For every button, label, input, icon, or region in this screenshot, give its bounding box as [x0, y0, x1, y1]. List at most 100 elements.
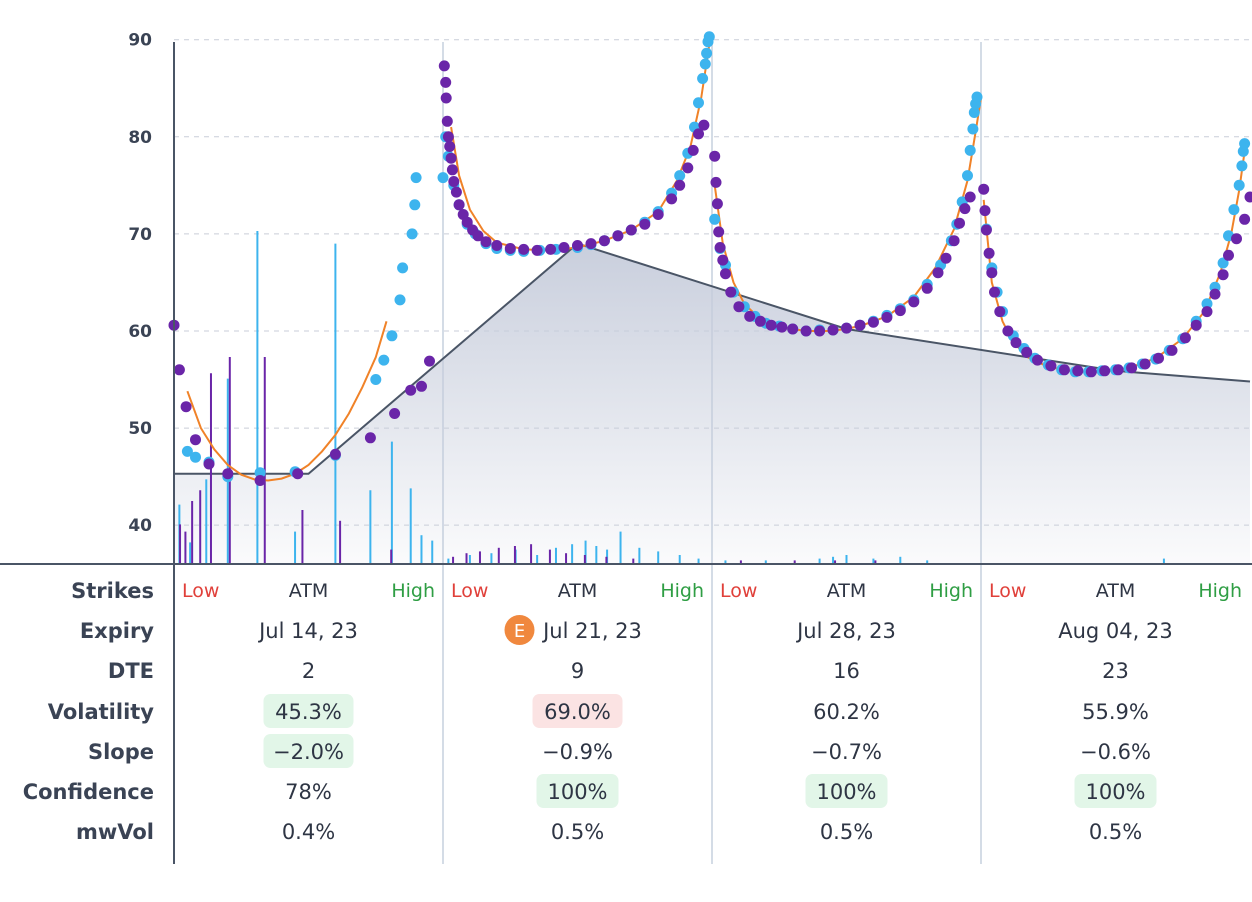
put-iv-point	[814, 325, 826, 337]
put-iv-point	[776, 321, 788, 333]
put-iv-point	[329, 448, 341, 460]
put-iv-point	[908, 296, 920, 308]
call-iv-point	[967, 123, 979, 135]
call-iv-point	[1201, 298, 1213, 310]
put-iv-point	[1201, 306, 1213, 318]
put-iv-point	[1085, 366, 1097, 378]
strike-high-label: High	[1198, 580, 1242, 602]
put-iv-point	[986, 267, 998, 279]
put-iv-point	[1231, 233, 1242, 245]
put-iv-point	[994, 306, 1006, 318]
put-iv-point	[1223, 249, 1234, 261]
put-iv-point	[800, 325, 812, 337]
strike-low-label: Low	[182, 580, 219, 602]
put-iv-point	[1072, 365, 1084, 377]
mwvol-value: 0.5%	[820, 820, 873, 844]
row-label-mwvol: mwVol	[76, 820, 154, 844]
put-iv-point	[1002, 325, 1014, 337]
iv-fit-curve	[982, 151, 1246, 373]
mwvol-value: 0.5%	[1089, 820, 1142, 844]
term-structure-area	[174, 243, 1250, 564]
put-iv-point	[744, 310, 756, 322]
row-label-slope: Slope	[88, 740, 154, 764]
put-iv-point	[666, 193, 678, 205]
slope-value: −0.9%	[542, 740, 613, 764]
strike-low-label: Low	[720, 580, 757, 602]
put-iv-point	[180, 401, 192, 413]
put-iv-point	[639, 218, 651, 230]
call-iv-point	[1239, 138, 1251, 150]
put-iv-point	[983, 247, 995, 259]
put-iv-point	[1045, 360, 1057, 372]
put-iv-point	[424, 355, 435, 367]
put-iv-point	[445, 152, 457, 164]
put-iv-point	[841, 322, 852, 334]
strike-atm-label: ATM	[289, 580, 329, 602]
dte-value: 16	[833, 659, 860, 683]
put-iv-point	[1179, 332, 1191, 344]
earnings-badge-letter: E	[514, 621, 525, 642]
call-iv-point	[709, 213, 721, 225]
call-iv-point	[437, 172, 449, 184]
call-iv-point	[674, 170, 686, 182]
call-iv-point	[699, 58, 711, 70]
put-iv-point	[1153, 352, 1164, 364]
put-iv-point	[978, 183, 990, 195]
y-tick-label: 40	[128, 516, 152, 536]
put-iv-point	[453, 199, 465, 211]
put-iv-point	[1190, 319, 1202, 331]
call-iv-point	[971, 91, 983, 103]
put-iv-point	[1112, 364, 1124, 376]
call-iv-point	[701, 47, 713, 59]
put-iv-point	[652, 209, 664, 220]
call-iv-point	[697, 73, 709, 84]
call-iv-point	[406, 228, 418, 240]
call-iv-point	[968, 107, 980, 118]
put-iv-point	[940, 252, 952, 264]
term-structure-line	[174, 242, 1251, 475]
y-tick-label: 90	[128, 31, 152, 51]
expiry-date: Jul 28, 23	[795, 619, 896, 643]
dte-value: 23	[1102, 659, 1129, 683]
strike-low-label: Low	[451, 580, 488, 602]
call-iv-point	[962, 170, 973, 182]
put-iv-point	[1239, 213, 1251, 225]
put-iv-point	[531, 244, 543, 256]
call-iv-point	[409, 199, 421, 211]
put-iv-point	[854, 319, 866, 331]
put-iv-point	[954, 217, 965, 229]
put-iv-point	[442, 131, 454, 143]
call-iv-point	[1217, 257, 1229, 269]
strike-atm-label: ATM	[558, 580, 598, 602]
slope-highlight	[263, 734, 354, 768]
put-iv-point	[827, 324, 839, 336]
call-iv-point	[190, 451, 201, 463]
call-iv-point	[181, 445, 193, 457]
put-iv-point	[480, 236, 492, 248]
put-iv-point	[444, 141, 456, 152]
dte-value: 9	[571, 659, 584, 683]
strike-atm-label: ATM	[1096, 580, 1136, 602]
confidence-highlight	[1074, 774, 1157, 808]
y-tick-label: 50	[128, 419, 152, 439]
put-iv-point	[710, 176, 722, 188]
confidence-value: 100%	[1085, 780, 1145, 804]
put-iv-point	[1010, 337, 1022, 349]
put-iv-point	[1032, 354, 1043, 366]
volatility-value: 60.2%	[813, 700, 880, 724]
put-iv-point	[1217, 269, 1229, 281]
put-iv-point	[1244, 191, 1252, 203]
put-iv-point	[948, 235, 960, 247]
put-iv-point	[389, 408, 401, 419]
put-iv-point	[674, 179, 686, 191]
put-iv-point	[450, 186, 462, 198]
call-iv-point	[410, 172, 422, 184]
iv-fit-curve	[450, 44, 711, 252]
put-iv-point	[693, 128, 704, 140]
expiry-date: Jul 14, 23	[257, 619, 358, 643]
put-iv-point	[440, 92, 452, 104]
call-iv-point	[1228, 204, 1240, 216]
put-iv-point	[441, 115, 453, 127]
row-label-dte: DTE	[108, 659, 154, 683]
volatility-value: 69.0%	[544, 700, 611, 724]
